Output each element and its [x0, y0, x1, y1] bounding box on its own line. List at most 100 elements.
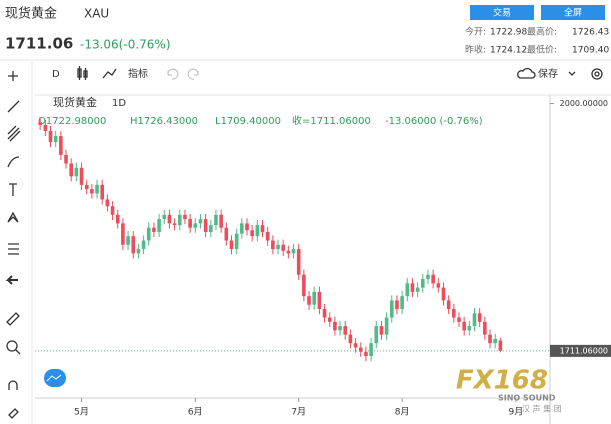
candle-body — [240, 223, 244, 234]
candle-body — [245, 223, 249, 231]
candle-body — [395, 300, 399, 309]
trade-button[interactable] — [470, 5, 534, 20]
candle-body — [48, 130, 53, 143]
candle-body — [467, 326, 472, 331]
stat-label: 最低价: — [527, 44, 557, 56]
candle-body — [410, 283, 415, 292]
candle-body — [53, 136, 58, 143]
candle-icon[interactable] — [77, 66, 88, 80]
undo[interactable] — [167, 68, 179, 80]
candle-body — [457, 317, 461, 322]
candle-body — [389, 300, 394, 318]
candle-body — [452, 308, 456, 318]
candle-body — [276, 244, 280, 250]
candle-body — [59, 136, 63, 155]
candle-body — [446, 300, 451, 309]
candle-body — [115, 214, 120, 224]
ohlc-change: -13.06000 (-0.76%) — [385, 116, 483, 127]
candle-body — [141, 240, 146, 250]
candle-body — [188, 219, 192, 228]
candle-body — [209, 225, 213, 232]
candle-body — [302, 274, 306, 297]
ohlc-low: L1709.40000 — [215, 116, 281, 127]
candle-body — [369, 343, 373, 357]
candle-body — [43, 124, 48, 131]
save-menu[interactable] — [568, 71, 576, 76]
candle-body — [483, 321, 487, 335]
legend-interval: 1D — [112, 98, 126, 109]
fullscreen-button[interactable] — [541, 5, 605, 20]
candle-body — [152, 227, 156, 232]
x-tick-label: 8月 — [395, 407, 410, 418]
x-tick-label: 6月 — [188, 407, 203, 418]
candle-body — [322, 308, 327, 318]
candle-body — [291, 249, 296, 254]
candle-body — [74, 167, 79, 177]
candle-body — [265, 231, 270, 241]
indicator-button[interactable]: 指标 — [128, 67, 148, 80]
candle-body — [260, 225, 265, 232]
indicator-icon[interactable] — [102, 68, 117, 79]
candle-body — [131, 236, 136, 254]
stat-label: 最高价: — [527, 26, 557, 38]
candle-body — [146, 227, 151, 241]
cloud-icon[interactable] — [517, 67, 536, 79]
candle-body — [312, 291, 317, 305]
candle-body — [338, 326, 342, 331]
candle-body — [157, 219, 161, 232]
candle-body — [110, 206, 115, 215]
candle-body — [493, 338, 497, 344]
candle-body — [38, 122, 42, 125]
candle-body — [136, 249, 141, 254]
candle-body — [219, 214, 223, 228]
candle-body — [229, 240, 234, 250]
candle-body — [177, 214, 182, 226]
candle-body — [296, 249, 301, 275]
price: 1711.06 — [5, 35, 73, 53]
candle-body — [348, 334, 353, 344]
candle-body — [105, 199, 110, 207]
candle-body — [193, 223, 198, 228]
candle-body — [441, 287, 446, 301]
save-button[interactable]: 保存 — [538, 67, 558, 80]
settings-icon[interactable] — [591, 68, 603, 80]
candle-body — [333, 321, 337, 331]
candle-body — [172, 223, 177, 226]
ohlc-open: O1722.98000 — [38, 116, 106, 127]
x-tick-label: 5月 — [74, 407, 89, 418]
candle-body — [436, 283, 441, 288]
candle-body — [69, 163, 73, 177]
candle-body — [379, 326, 384, 335]
watermark-brand: FX168 — [456, 366, 548, 396]
candle-body — [415, 287, 420, 292]
symbol-code: XAU — [84, 7, 109, 21]
candle-body — [271, 240, 275, 250]
symbol-name: 现货黄金 — [5, 6, 57, 22]
redo[interactable] — [187, 68, 199, 80]
candle-body — [327, 317, 332, 322]
candle-body — [358, 347, 363, 352]
candle-body — [234, 233, 239, 250]
candle-body — [421, 279, 425, 288]
trade-label[interactable]: 交易 — [493, 7, 511, 19]
candle-body — [343, 326, 348, 335]
stat-value: 1722.98 — [490, 28, 527, 38]
legend-name: 现货黄金 — [53, 95, 97, 109]
interval-button[interactable]: D — [52, 69, 60, 80]
fullscreen-label[interactable]: 全屏 — [564, 7, 582, 19]
watermark-cn: 汉 声 集 团 — [522, 404, 562, 414]
candle-body — [183, 214, 187, 220]
candle-body — [374, 326, 379, 344]
candle-body — [250, 230, 254, 237]
candle-body — [317, 291, 322, 309]
candle-body — [100, 184, 105, 200]
candle-body — [307, 296, 311, 305]
candle-body — [477, 313, 482, 322]
candle-body — [255, 225, 260, 237]
candle-body — [224, 227, 229, 241]
candle-body — [472, 313, 477, 327]
last-price-box — [550, 344, 611, 357]
candle-body — [198, 219, 203, 224]
candle-body — [498, 340, 503, 351]
left-toolbar[interactable] — [5, 71, 21, 419]
